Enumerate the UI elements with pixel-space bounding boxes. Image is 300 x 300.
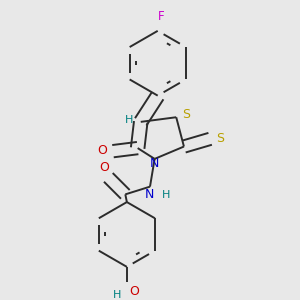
Text: S: S <box>182 108 190 121</box>
Text: O: O <box>99 161 109 174</box>
Text: O: O <box>129 285 139 298</box>
Text: F: F <box>158 10 164 23</box>
Text: H: H <box>113 290 121 300</box>
Text: H: H <box>162 190 171 200</box>
Text: O: O <box>98 144 107 157</box>
Text: H: H <box>125 115 133 125</box>
Text: S: S <box>216 132 224 145</box>
Text: N: N <box>145 188 154 201</box>
Text: N: N <box>150 157 159 170</box>
